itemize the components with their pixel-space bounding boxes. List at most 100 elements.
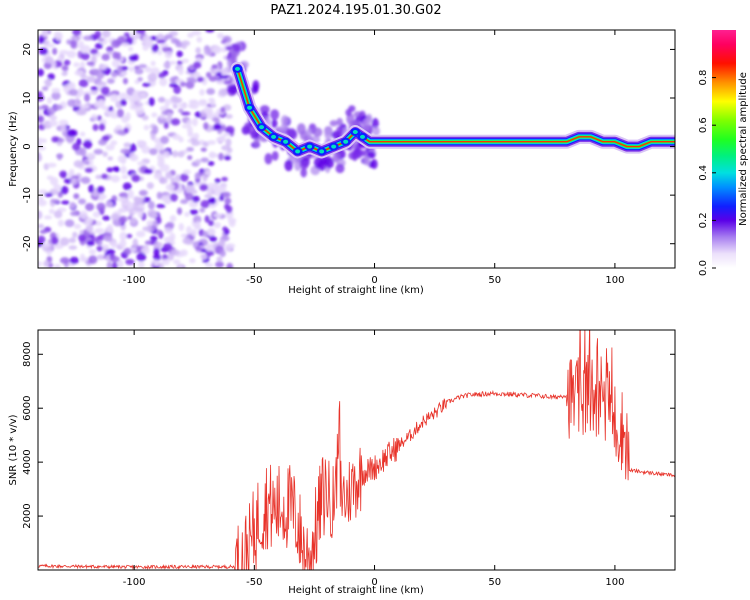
hotspot-core xyxy=(235,66,241,71)
noise-blob xyxy=(64,219,75,228)
noise-blob xyxy=(123,247,132,255)
noise-blob xyxy=(207,160,215,166)
noise-blob xyxy=(222,191,232,198)
noise-blob xyxy=(122,77,128,85)
noise-blob xyxy=(214,118,220,125)
x-tick-label: 100 xyxy=(605,577,624,588)
noise-blob xyxy=(138,190,148,196)
noise-blob xyxy=(135,230,146,238)
noise-blob xyxy=(78,234,86,242)
noise-blob xyxy=(160,135,170,144)
noise-blob xyxy=(79,253,86,263)
noise-blob xyxy=(135,106,145,116)
noise-blob xyxy=(95,174,103,180)
noise-blob xyxy=(194,111,201,118)
noise-blob xyxy=(225,138,232,147)
noise-blob xyxy=(38,223,45,229)
noise-blob xyxy=(51,91,61,101)
noise-blob xyxy=(156,39,166,44)
noise-blob xyxy=(59,237,70,246)
noise-blob xyxy=(97,239,103,246)
noise-blob xyxy=(215,71,223,77)
noise-blob xyxy=(204,169,211,176)
halo-blob xyxy=(365,113,373,124)
y-tick-label: 8000 xyxy=(22,342,33,367)
hotspot-core xyxy=(343,139,349,144)
noise-blob xyxy=(173,85,181,95)
noise-blob xyxy=(212,184,220,192)
noise-blob xyxy=(88,255,98,265)
noise-blob xyxy=(138,64,148,69)
colorbar-tick-label: 0.4 xyxy=(698,165,709,181)
noise-blob xyxy=(98,195,105,201)
noise-blob xyxy=(202,230,209,238)
noise-blob xyxy=(181,43,187,50)
noise-blob xyxy=(88,184,95,194)
noise-blob xyxy=(43,215,53,220)
y-tick-label: -20 xyxy=(22,236,33,252)
noise-blob xyxy=(164,34,173,40)
noise-blob xyxy=(146,182,154,190)
noise-blob xyxy=(172,134,181,140)
noise-blob xyxy=(164,226,173,234)
noise-blob xyxy=(110,175,121,183)
noise-blob xyxy=(130,217,137,224)
x-tick-label: -50 xyxy=(246,577,262,588)
noise-blob xyxy=(133,196,140,203)
noise-blob xyxy=(38,210,43,220)
noise-blob xyxy=(195,159,202,165)
noise-blob xyxy=(111,261,118,268)
noise-blob xyxy=(170,118,181,126)
noise-blob xyxy=(79,210,88,220)
noise-blob xyxy=(223,80,233,85)
noise-blob xyxy=(164,49,173,59)
snr-axes: -100 -50 0 50 100 2000 4000 6000 8000 xyxy=(22,330,675,588)
noise-blob xyxy=(176,60,183,65)
noise-blob xyxy=(208,203,217,209)
noise-blob xyxy=(110,140,118,146)
noise-blob xyxy=(143,124,150,131)
noise-blob xyxy=(123,127,130,134)
noise-blob xyxy=(168,60,177,65)
halo-blob xyxy=(233,44,241,52)
noise-blob xyxy=(156,204,166,209)
snr-y-label: SNR (10 * v/v) xyxy=(8,414,19,485)
x-tick-label: 0 xyxy=(371,275,377,286)
noise-blob xyxy=(170,249,181,256)
noise-blob xyxy=(96,71,105,80)
noise-blob xyxy=(85,153,96,158)
noise-blob xyxy=(206,140,217,145)
noise-blob xyxy=(63,84,70,93)
noise-blob xyxy=(175,174,182,182)
noise-blob xyxy=(57,219,65,227)
noise-blob xyxy=(106,51,113,56)
noise-blob xyxy=(142,44,149,51)
halo-blob xyxy=(230,52,238,65)
noise-blob xyxy=(122,182,132,191)
noise-blob xyxy=(120,165,127,175)
noise-blob xyxy=(70,40,77,49)
noise-blob xyxy=(69,256,79,265)
noise-blob xyxy=(50,198,60,204)
halo-blob xyxy=(264,153,273,165)
colorbar-tick-label: 0.8 xyxy=(698,70,709,86)
x-tick-label: 50 xyxy=(488,275,501,286)
halo-blob xyxy=(372,126,381,136)
y-tick-label: 0 xyxy=(22,143,33,149)
noise-blob xyxy=(61,200,70,205)
noise-blob xyxy=(132,90,142,99)
y-tick-label: 4000 xyxy=(22,449,33,474)
noise-blob xyxy=(79,131,86,137)
noise-blob xyxy=(38,152,42,162)
noise-blob xyxy=(74,70,85,76)
noise-blob xyxy=(215,261,224,268)
y-tick-label: 2000 xyxy=(22,503,33,528)
noise-blob xyxy=(89,48,99,55)
noise-blob xyxy=(57,153,63,161)
noise-blob xyxy=(178,223,185,232)
noise-blob xyxy=(117,155,127,163)
noise-blob xyxy=(117,197,127,202)
halo-blob xyxy=(366,151,376,159)
x-tick-label: -50 xyxy=(246,275,262,286)
